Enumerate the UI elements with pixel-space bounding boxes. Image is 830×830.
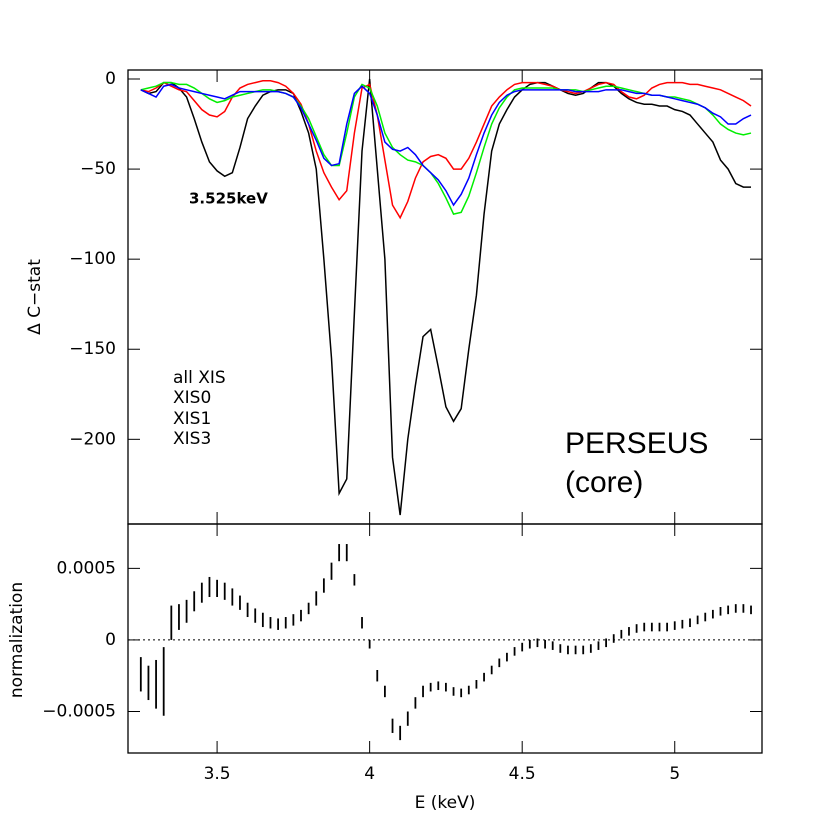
y-axis-label: normalization — [7, 582, 27, 698]
x-tick-label: 5 — [669, 764, 680, 784]
legend-entry: all XIS — [173, 368, 226, 388]
legend-entry: XIS0 — [173, 388, 211, 408]
y-tick-label: 0 — [105, 630, 116, 650]
y-tick-label: −50 — [80, 159, 116, 179]
annotation: (core) — [565, 466, 643, 499]
y-tick-label: −200 — [69, 429, 116, 449]
x-tick-label: 4 — [364, 764, 375, 784]
x-tick-label: 4.5 — [509, 764, 536, 784]
annotation: PERSEUS — [565, 427, 708, 460]
y-tick-label: −150 — [69, 339, 116, 359]
annotation: 3.525keV — [189, 190, 268, 208]
line — [140, 78, 752, 516]
bottom-frame — [127, 523, 763, 754]
x-tick-label: 3.5 — [204, 764, 231, 784]
y-tick-label: −100 — [69, 249, 116, 269]
y-tick-label: 0 — [105, 69, 116, 89]
legend-entry: XIS3 — [173, 429, 211, 449]
y-tick-label: 0.0005 — [57, 558, 116, 578]
y-axis-label: Δ C−stat — [25, 259, 45, 335]
line — [140, 83, 752, 207]
line — [140, 80, 752, 220]
legend-entry: XIS1 — [173, 409, 211, 429]
y-tick-label: −0.0005 — [42, 701, 116, 721]
x-axis-label: E (keV) — [415, 793, 476, 813]
